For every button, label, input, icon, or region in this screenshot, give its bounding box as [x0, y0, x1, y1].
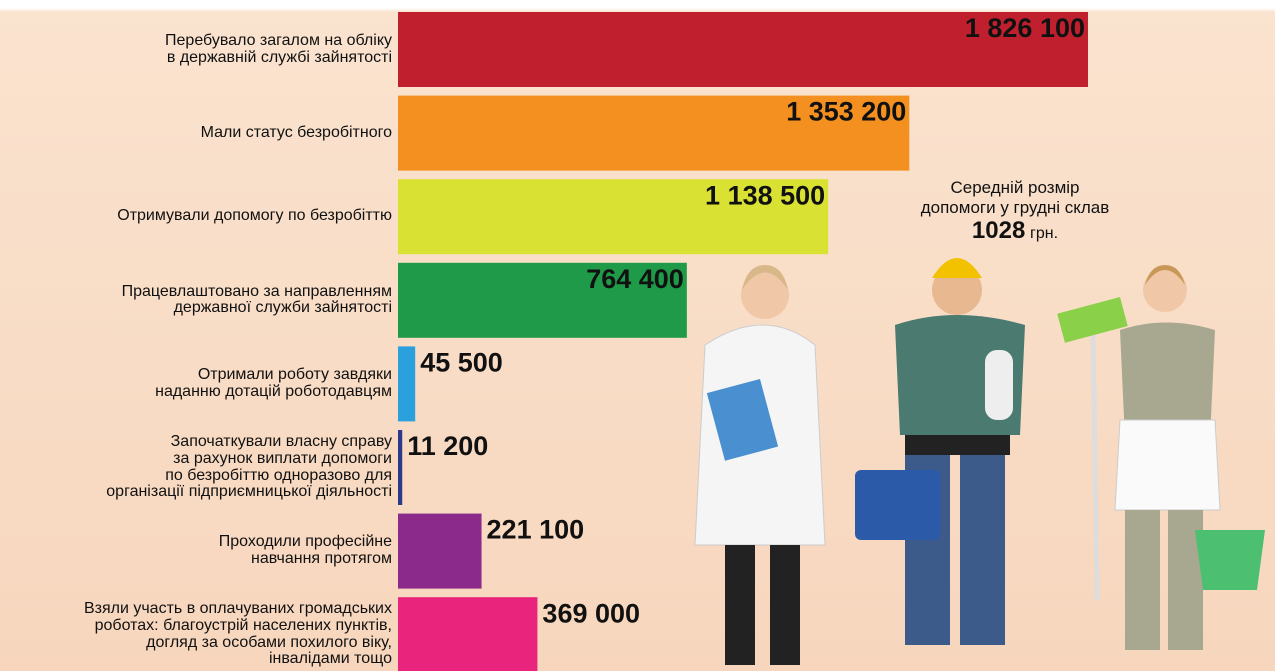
annotation-amount: 1028 — [972, 217, 1025, 244]
annotation-unit: грн. — [1030, 225, 1058, 242]
value-label: 45 500 — [420, 348, 503, 378]
bar — [398, 346, 415, 421]
annotation-text: Середній розмір допомоги у грудні склав — [880, 178, 1150, 217]
value-label: 1 353 200 — [786, 97, 906, 127]
value-label: 369 000 — [542, 598, 640, 628]
illustration — [695, 258, 1265, 665]
value-label: 764 400 — [586, 264, 684, 294]
bar — [398, 430, 402, 505]
annotation: Середній розмір допомоги у грудні склав … — [880, 178, 1150, 245]
category-label: Отримували допомогу по безробіттю — [0, 179, 392, 254]
category-label: Проходили професійне навчання протягом — [0, 514, 392, 589]
value-label: 1 826 100 — [965, 13, 1085, 43]
chart: 1 826 100 1 353 200 1 138 500 764 400 45 500… — [0, 0, 1275, 671]
bar — [398, 514, 482, 589]
value-label: 1 138 500 — [705, 180, 825, 210]
category-label: Започаткували власну справу за рахунок в… — [0, 430, 392, 505]
category-label: Працевлаштовано за направленням державно… — [0, 263, 392, 338]
category-label: Отримали роботу завдяки наданню дотацій … — [0, 346, 392, 421]
value-label: 221 100 — [487, 515, 585, 545]
bar — [398, 597, 537, 671]
category-label: Взяли участь в оплачуваних громадських р… — [0, 597, 392, 671]
value-label: 11 200 — [407, 431, 488, 461]
category-label: Перебувало загалом на обліку в державній… — [0, 12, 392, 87]
category-label: Мали статус безробітного — [0, 96, 392, 171]
